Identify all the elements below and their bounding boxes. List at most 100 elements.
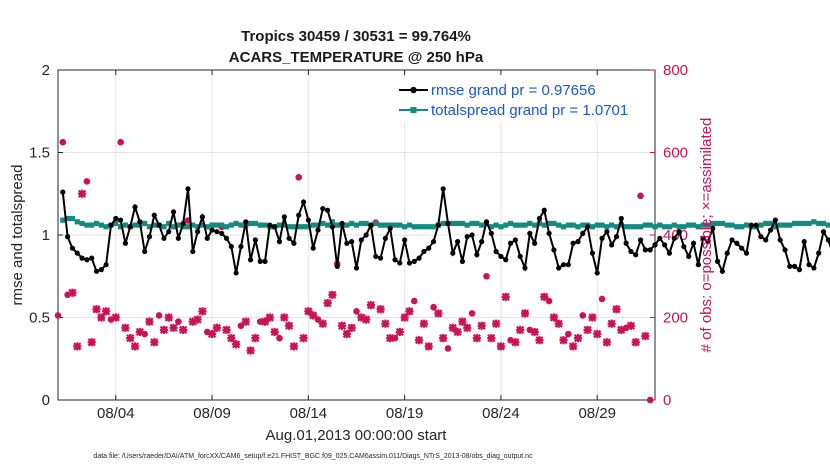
- totalspread-point: [358, 220, 364, 227]
- totalspread-point: [580, 222, 586, 228]
- rmse-point: [180, 220, 186, 227]
- totalspread-point: [787, 222, 793, 228]
- obs-assimilated-point: [477, 321, 486, 330]
- rmse-point: [556, 265, 562, 271]
- totalspread-point: [662, 224, 668, 230]
- totalspread-point: [296, 224, 302, 230]
- rmse-point: [763, 237, 769, 243]
- obs-assimilated-point: [159, 325, 169, 334]
- y-left-tick-label: 0.5: [29, 310, 50, 327]
- totalspread-point: [816, 220, 822, 227]
- totalspread-point: [65, 215, 71, 222]
- rmse-point: [353, 265, 360, 271]
- rmse-point: [113, 215, 119, 222]
- rmse-point: [459, 258, 466, 264]
- rmse-point: [132, 204, 138, 210]
- rmse-point: [623, 240, 629, 246]
- totalspread-point: [705, 222, 711, 228]
- rmse-point: [435, 222, 441, 228]
- totalspread-point: [180, 224, 186, 230]
- x-tick-label: 08/14: [290, 405, 328, 422]
- rmse-point: [430, 239, 437, 245]
- rmse-point: [146, 234, 153, 240]
- rmse-point: [60, 189, 66, 195]
- rmse-point: [517, 253, 523, 260]
- rmse-point: [806, 262, 812, 268]
- rmse-point: [339, 220, 345, 227]
- rmse-point: [305, 217, 311, 223]
- totalspread-point: [98, 222, 104, 228]
- obs-assimilated-point: [169, 323, 178, 332]
- totalspread-point: [247, 220, 254, 227]
- totalspread-point: [170, 224, 177, 230]
- obs-assimilated-point: [434, 309, 443, 318]
- totalspread-point: [291, 224, 297, 230]
- totalspread-point: [373, 220, 379, 227]
- rmse-point: [223, 235, 230, 241]
- rmse-point: [599, 235, 605, 241]
- rmse-point: [142, 248, 148, 255]
- totalspread-point: [223, 224, 230, 230]
- rmse-point: [714, 258, 721, 264]
- obs-assimilated-point: [559, 336, 568, 345]
- totalspread-point: [464, 222, 470, 228]
- rmse-point: [734, 240, 740, 246]
- totalspread-point: [498, 224, 504, 230]
- obs-assimilated-point: [458, 317, 467, 326]
- obs-assimilated-point: [419, 319, 429, 328]
- totalspread-point: [676, 224, 682, 230]
- totalspread-point: [493, 222, 499, 228]
- rmse-point: [377, 255, 384, 261]
- totalspread-point: [60, 217, 66, 223]
- rmse-point: [527, 230, 533, 236]
- totalspread-point: [729, 222, 735, 228]
- rmse-point: [262, 258, 268, 264]
- totalspread-point: [252, 220, 258, 227]
- totalspread-point: [262, 222, 268, 228]
- obs-assimilated-point: [520, 309, 530, 318]
- x-tick-label: 08/09: [193, 405, 231, 422]
- rmse-point: [637, 237, 644, 243]
- totalspread-point: [690, 222, 697, 228]
- totalspread-point: [604, 224, 610, 230]
- totalspread-point: [623, 224, 629, 230]
- totalspread-point: [479, 222, 485, 228]
- obs-assimilated-point: [145, 317, 154, 326]
- totalspread-point: [532, 222, 538, 228]
- rmse-point: [151, 212, 157, 218]
- rmse-point: [74, 250, 80, 256]
- totalspread-point: [353, 222, 360, 228]
- rmse-point: [580, 230, 586, 236]
- rmse-point: [329, 224, 336, 230]
- rmse-point: [382, 235, 388, 241]
- obs-assimilated-point: [323, 298, 332, 308]
- obs-assimilated-point: [641, 331, 650, 341]
- totalspread-point: [204, 224, 210, 230]
- totalspread-point: [349, 220, 355, 227]
- totalspread-point: [421, 224, 427, 230]
- obs-assimilated-point: [241, 317, 250, 326]
- x-tick-label: 08/24: [482, 405, 520, 422]
- totalspread-point: [397, 222, 403, 228]
- rmse-point: [695, 262, 701, 268]
- totalspread-point: [142, 220, 148, 227]
- rmse-point: [536, 215, 543, 222]
- rmse-point: [767, 227, 774, 233]
- x-tick-label: 08/29: [578, 405, 616, 422]
- rmse-point: [532, 240, 538, 246]
- totalspread-point: [402, 224, 408, 230]
- rmse-point: [93, 268, 100, 274]
- rmse-point: [445, 220, 451, 227]
- legend-spread-marker: [410, 107, 417, 113]
- x-axis: 08/04 08/09 08/14 08/19 08/24 08/29: [97, 70, 616, 422]
- rmse-point: [507, 240, 514, 246]
- totalspread-point: [671, 222, 677, 228]
- rmse-point: [89, 255, 95, 261]
- y-right-tick-label: 200: [663, 310, 688, 327]
- legend-rmse-label: rmse grand pr = 0.97656: [431, 82, 596, 99]
- totalspread-point: [69, 215, 76, 222]
- totalspread-point: [430, 224, 437, 230]
- totalspread-point: [734, 224, 740, 230]
- rmse-point: [219, 230, 225, 236]
- obs-assimilated-point: [602, 338, 611, 347]
